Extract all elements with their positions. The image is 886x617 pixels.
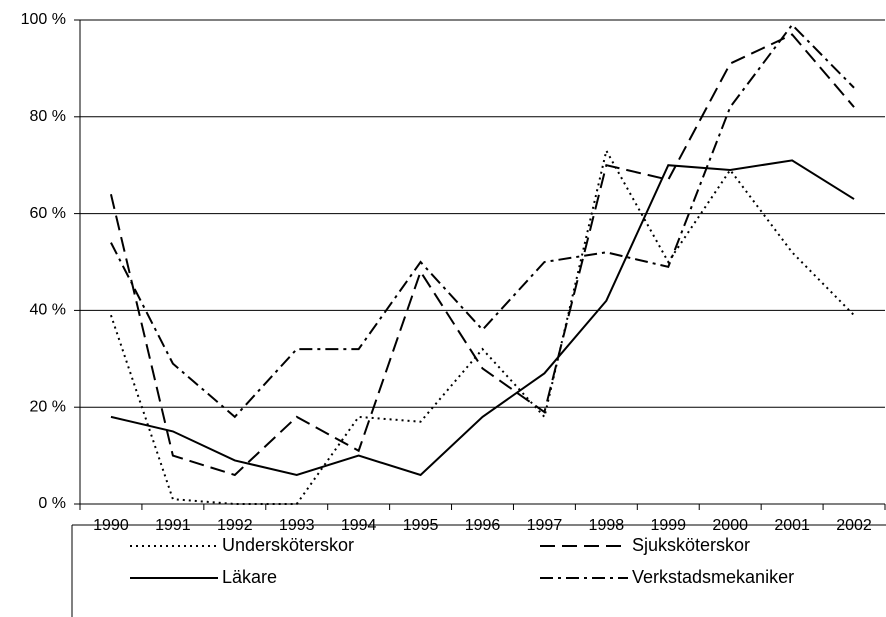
legend-label: Sjuksköterskor bbox=[632, 535, 750, 555]
x-tick-label: 2001 bbox=[774, 517, 810, 534]
series-line bbox=[110, 147, 855, 505]
x-tick-label: 1998 bbox=[589, 517, 625, 534]
x-tick-label: 1991 bbox=[155, 517, 191, 534]
y-tick-label: 60 % bbox=[30, 205, 66, 222]
y-tick-label: 40 % bbox=[30, 302, 66, 319]
y-tick-label: 100 % bbox=[21, 11, 66, 28]
x-tick-label: 2000 bbox=[712, 517, 748, 534]
legend-label: Verkstadsmekaniker bbox=[632, 567, 794, 587]
series-line bbox=[109, 33, 855, 477]
x-tick-label: 2002 bbox=[836, 517, 872, 534]
y-tick-label: 0 % bbox=[38, 495, 66, 512]
x-tick-label: 1993 bbox=[279, 517, 315, 534]
y-tick-label: 20 % bbox=[30, 398, 66, 415]
x-tick-label: 1995 bbox=[403, 517, 439, 534]
x-tick-label: 1999 bbox=[650, 517, 686, 534]
series-line bbox=[110, 159, 855, 477]
series-line bbox=[110, 23, 855, 419]
x-tick-label: 1992 bbox=[217, 517, 253, 534]
x-tick-label: 1996 bbox=[465, 517, 501, 534]
x-tick-label: 1994 bbox=[341, 517, 377, 534]
x-tick-label: 1997 bbox=[527, 517, 563, 534]
y-tick-label: 80 % bbox=[30, 108, 66, 125]
legend-label: Undersköterskor bbox=[222, 535, 354, 555]
x-tick-label: 1990 bbox=[93, 517, 129, 534]
legend-label: Läkare bbox=[222, 567, 277, 587]
